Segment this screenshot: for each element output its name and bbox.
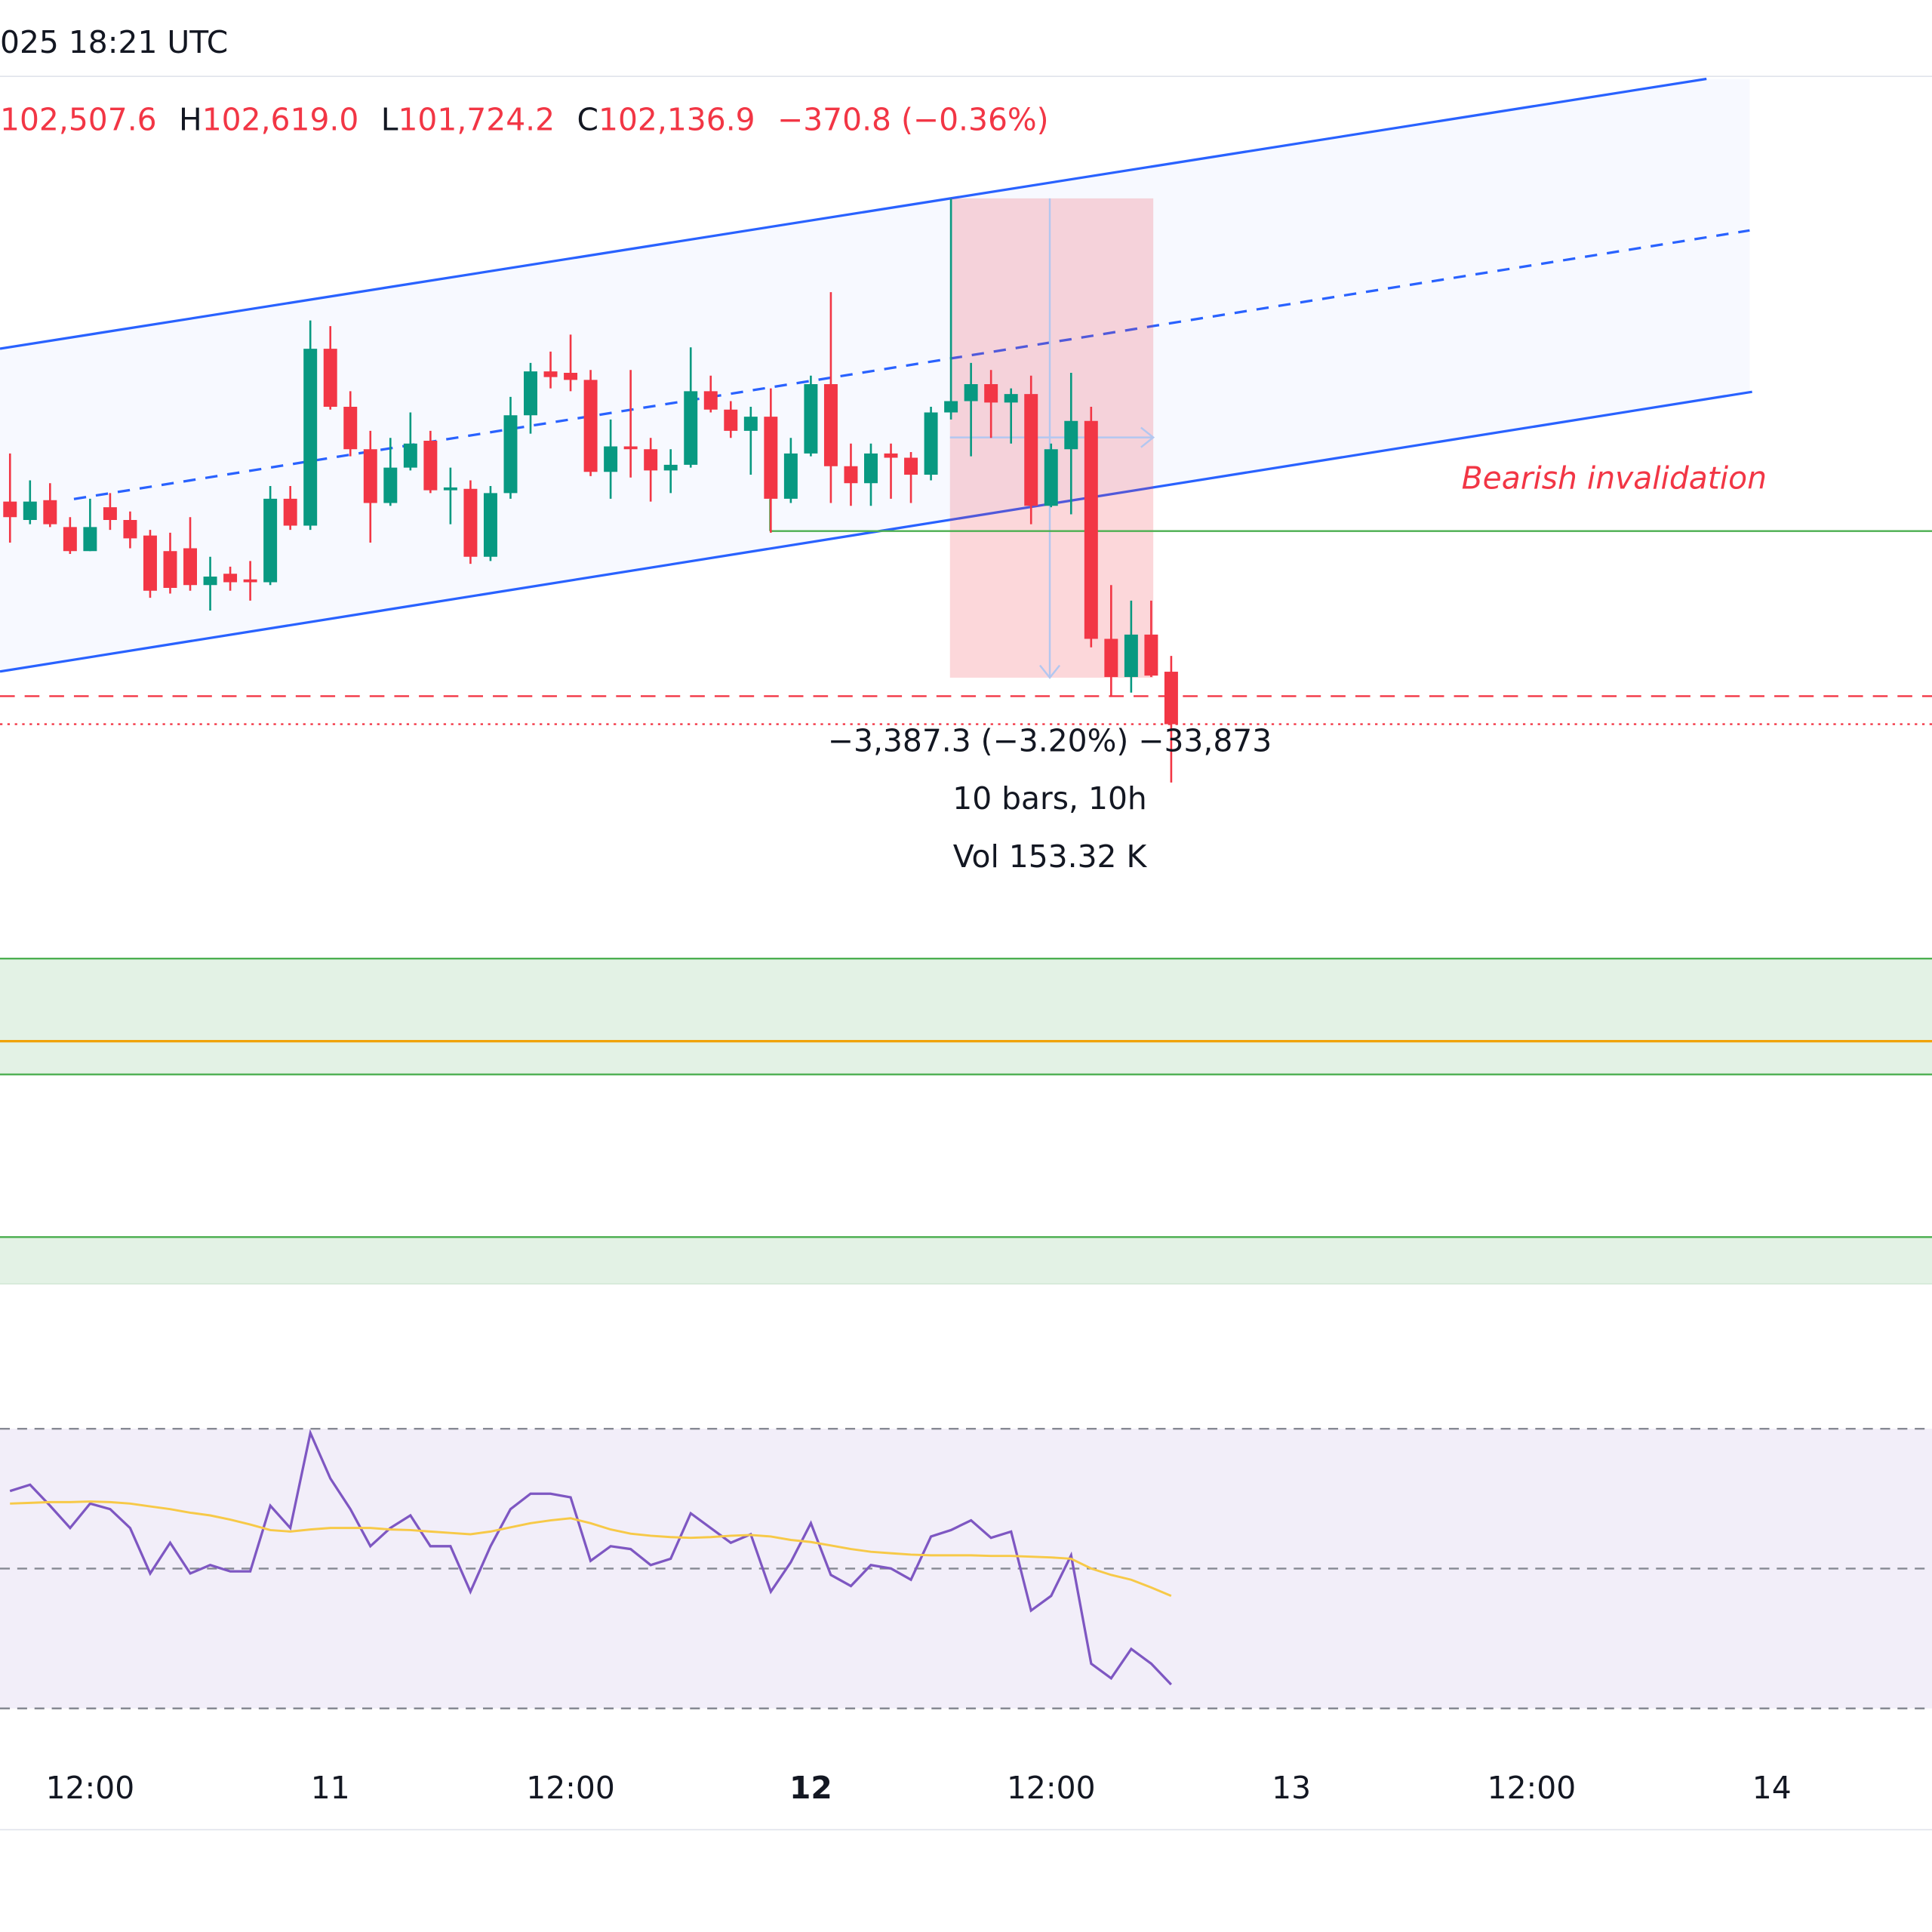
candle-body <box>443 487 457 491</box>
candle-body <box>1064 420 1078 450</box>
candle-body <box>564 373 578 380</box>
candle-body <box>623 446 638 450</box>
x-tick-label: 13 <box>1272 1770 1311 1806</box>
measure-label: Vol 153.32 K <box>953 838 1148 875</box>
candle-body <box>644 449 658 471</box>
candle-body <box>1124 634 1138 678</box>
candle-body <box>323 349 337 408</box>
candle-body <box>3 501 17 518</box>
candle-body <box>83 527 97 552</box>
channel-upper <box>0 77 1707 350</box>
measure-label: 10 bars, 10h <box>952 780 1147 817</box>
candle-body <box>143 535 157 591</box>
x-tick-label: 12:00 <box>1487 1770 1577 1806</box>
x-tick-label: 12:00 <box>1007 1770 1096 1806</box>
candle-body <box>743 417 758 431</box>
ohlc-label: C <box>577 102 598 138</box>
candle-body <box>383 467 398 503</box>
candle-body <box>163 551 177 588</box>
candle-body <box>1084 420 1098 639</box>
x-tick-label: 14 <box>1752 1770 1792 1806</box>
candle-body <box>1144 634 1158 676</box>
candle-body <box>403 443 417 468</box>
rsi-line <box>10 1500 1172 1597</box>
candle-body <box>483 493 497 557</box>
rsi-line <box>9 1429 1173 1686</box>
candle-body <box>423 441 438 491</box>
candle-body <box>103 507 117 520</box>
candle-body <box>223 574 238 583</box>
x-tick-label: 12:00 <box>46 1770 135 1806</box>
candle-body <box>844 466 858 484</box>
x-tick-label: 12 <box>789 1770 832 1806</box>
ohlc-value: 102,136.9 <box>598 102 755 138</box>
candle-body <box>1164 672 1178 724</box>
candle-body <box>1104 638 1118 678</box>
candle-body <box>984 384 998 403</box>
candle-body <box>463 488 478 557</box>
support-zone <box>0 1237 1932 1284</box>
candle-body <box>944 401 958 413</box>
candle-body <box>243 579 257 583</box>
candle-body <box>283 498 297 526</box>
ohlc-label: H <box>179 102 202 138</box>
candle-body <box>303 349 318 526</box>
measure-label: −3,387.3 (−3.20%) −33,873 <box>828 722 1272 758</box>
candle-body <box>63 527 77 552</box>
candle-body <box>783 453 798 499</box>
candle-body <box>583 380 598 472</box>
candle-body <box>964 384 978 401</box>
ohlc-value: 102,507.6 <box>0 102 157 138</box>
candle-body <box>804 384 818 454</box>
annotation: Bearish invalidation <box>1462 460 1767 497</box>
ohlc-value: 101,724.2 <box>398 102 555 138</box>
candle-body <box>343 407 358 450</box>
candle-body <box>543 371 558 377</box>
candle-body <box>864 453 878 484</box>
ohlc-legend: 102,507.6 H102,619.0 L101,724.2 C102,136.9−… <box>0 102 1049 138</box>
candle-body <box>924 412 938 475</box>
candle-body <box>604 446 618 472</box>
candle-body <box>263 498 278 583</box>
ohlc-label: L <box>381 102 398 138</box>
rsi-pane: 12:00 11 12:00 12 12:00 13 12:00 14 <box>0 1427 1932 1806</box>
candle-body <box>43 500 57 525</box>
channel-fill <box>0 78 1750 672</box>
measure-arrowhead <box>1140 426 1155 448</box>
candle-body <box>703 391 718 410</box>
channel-mid <box>73 229 1750 500</box>
candle-body <box>1004 394 1018 403</box>
candle-body <box>363 449 377 503</box>
candle-body <box>1024 394 1038 506</box>
candle-body <box>524 371 537 416</box>
candle-body <box>23 501 37 520</box>
candle-body <box>203 576 217 586</box>
measure-arrowhead <box>1039 664 1061 679</box>
ohlc-change: −370.8 (−0.36%) <box>777 102 1049 138</box>
x-tick-label: 12:00 <box>526 1770 615 1806</box>
candle-body <box>904 457 918 475</box>
overlay: 025 18:21 UTC 102,507.6 H102,619.0 L101,724… <box>0 24 1767 875</box>
support-zone <box>0 958 1932 1075</box>
candle-body <box>123 519 137 539</box>
candle-body <box>884 453 898 458</box>
timestamp: 025 18:21 UTC <box>0 24 228 60</box>
x-tick-label: 11 <box>311 1770 350 1806</box>
candle-body <box>183 548 198 586</box>
price-pane <box>0 198 1932 783</box>
ohlc-value: 102,619.0 <box>202 102 359 138</box>
candle-body <box>684 391 698 465</box>
candle-body <box>1044 449 1058 506</box>
candle-body <box>663 464 678 471</box>
candle-body <box>724 409 738 431</box>
candle-body <box>503 415 518 494</box>
candle-body <box>823 384 838 466</box>
candle-body <box>764 417 778 499</box>
